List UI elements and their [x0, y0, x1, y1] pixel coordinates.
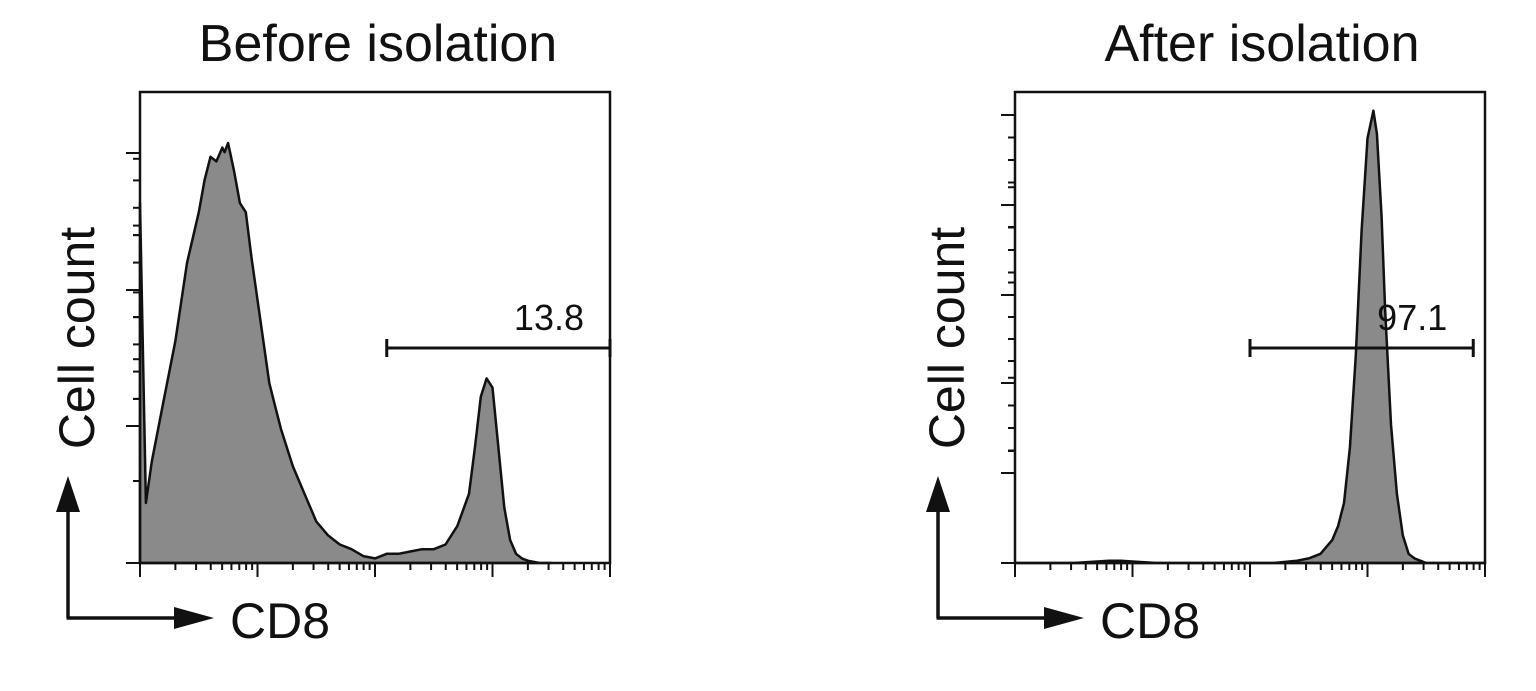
histogram-before-isolation: 13.8 CD8 Cell count: [49, 90, 612, 649]
y-axis-arrow-head: [56, 476, 80, 512]
y-axis-label: Cell count: [49, 227, 105, 449]
chart-title: After isolation: [1104, 15, 1420, 73]
x-axis-arrow-head: [1044, 607, 1084, 629]
panel-after-isolation: After isolation 97.1 CD8 Cell count: [870, 0, 1536, 691]
histogram-series: [138, 141, 553, 565]
y-axis-label: Cell count: [919, 227, 975, 449]
histogram-after-isolation: 97.1 CD8 Cell count: [919, 90, 1487, 649]
y-axis-arrow-head: [926, 476, 950, 512]
chart-title: Before isolation: [198, 15, 558, 73]
x-axis-arrow-head: [174, 607, 214, 629]
x-axis-label: CD8: [230, 593, 330, 649]
panel-before-isolation: Before isolation 13.8 CD8 Cell count: [0, 0, 700, 691]
gate-percentage-label: 97.1: [1377, 297, 1447, 338]
x-axis-label: CD8: [1100, 593, 1200, 649]
gate-percentage-label: 13.8: [514, 297, 584, 338]
